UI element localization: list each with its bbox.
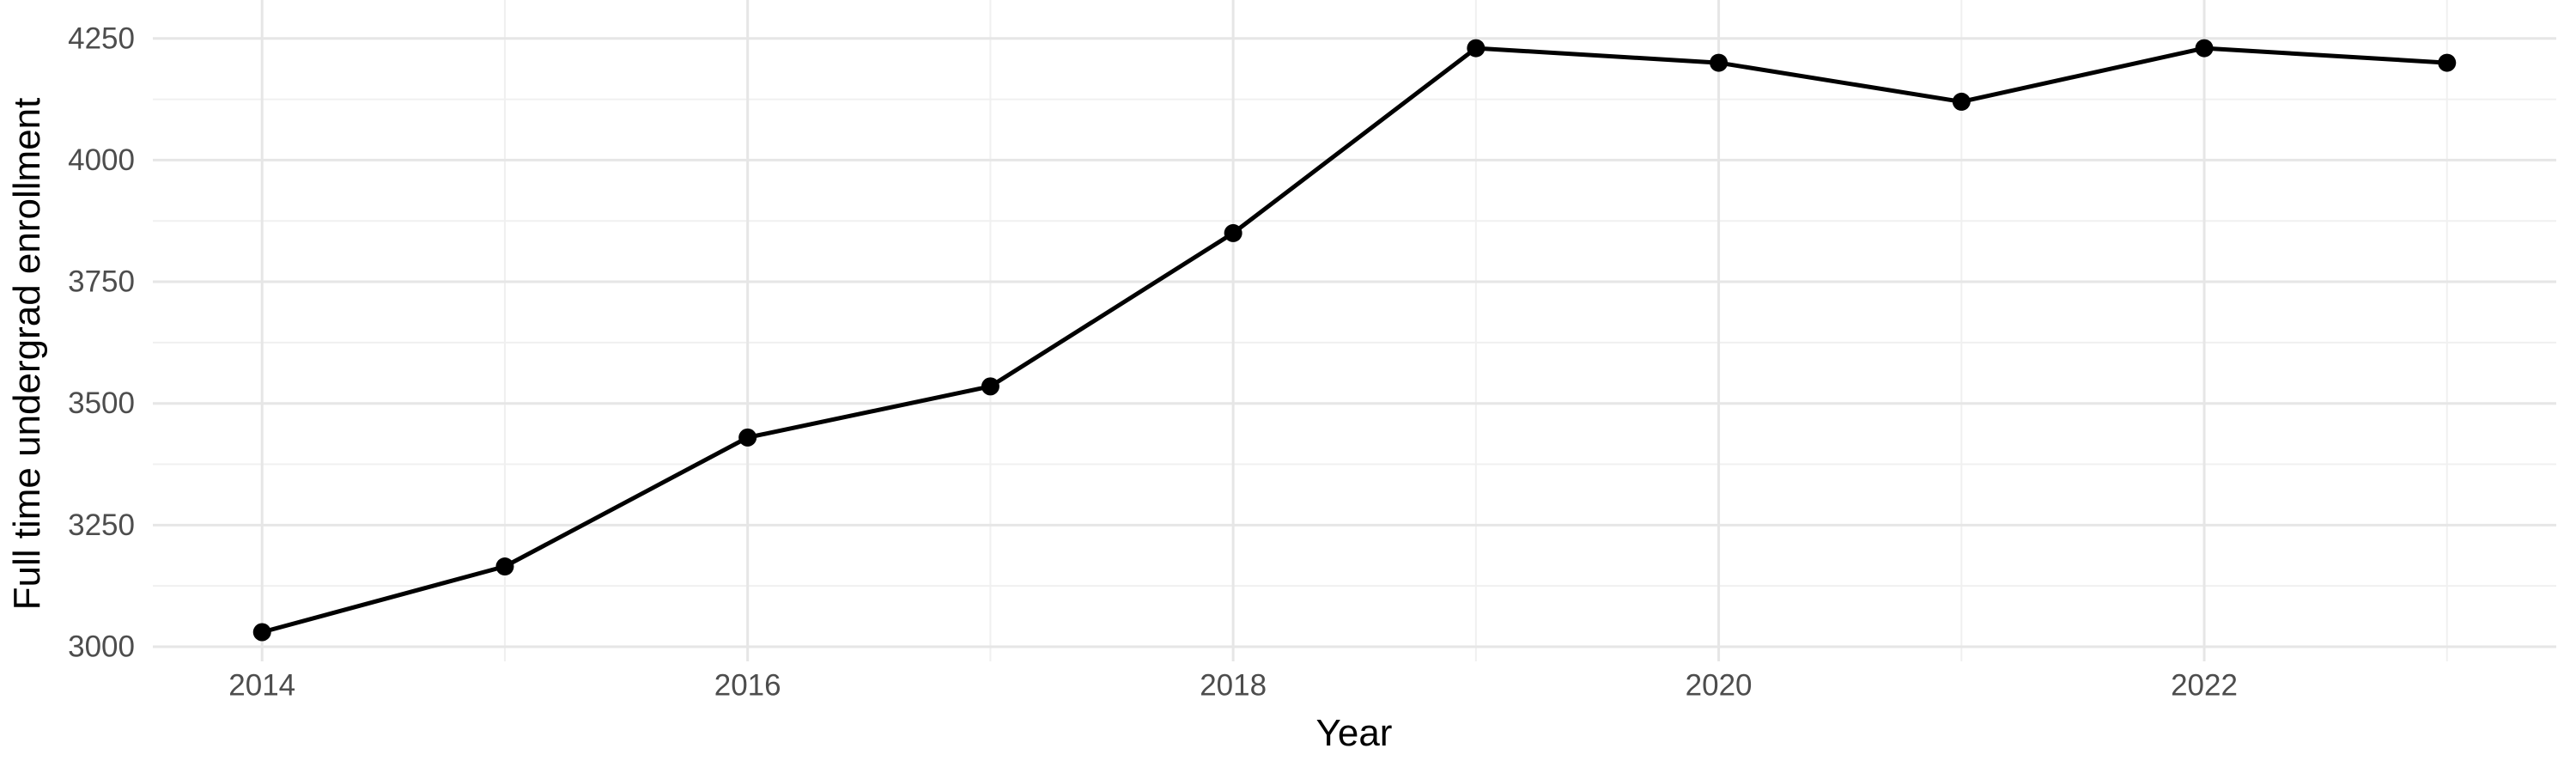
y-tick-label-3000: 3000 (68, 630, 135, 664)
data-point-2019 (1467, 39, 1485, 58)
enrollment-trend-line (259, 46, 2450, 635)
y-axis-title: Full time undergrad enrollment (6, 98, 48, 611)
data-point-2022 (2195, 39, 2214, 58)
x-tick-label-2014: 2014 (228, 669, 295, 703)
data-series (252, 39, 2457, 642)
y-tick-label-3250: 3250 (68, 508, 135, 542)
data-point-2023 (2438, 53, 2457, 72)
y-tick-label-4000: 4000 (68, 143, 135, 177)
data-point-2017 (981, 377, 999, 396)
x-tick-label-2016: 2016 (714, 669, 781, 703)
data-point-2018 (1224, 223, 1242, 242)
data-point-2021 (1952, 92, 1971, 111)
x-tick-label-2020: 2020 (1686, 669, 1753, 703)
data-point-2014 (252, 623, 271, 642)
x-axis-title: Year (1316, 712, 1393, 754)
minor-gridlines (153, 0, 2556, 661)
y-tick-label-3500: 3500 (68, 386, 135, 420)
data-point-2015 (495, 557, 514, 576)
data-point-2020 (1710, 53, 1728, 72)
y-tick-label-3750: 3750 (68, 265, 135, 299)
x-tick-label-2022: 2022 (2171, 669, 2238, 703)
y-axis-tick-labels: 3000 3250 3500 3750 4000 4250 (68, 21, 135, 663)
x-axis-tick-labels: 2014 2016 2018 2020 2022 (228, 669, 2238, 703)
y-tick-label-4250: 4250 (68, 21, 135, 55)
major-gridlines (153, 0, 2556, 661)
data-point-2016 (738, 428, 757, 447)
x-tick-label-2018: 2018 (1200, 669, 1267, 703)
